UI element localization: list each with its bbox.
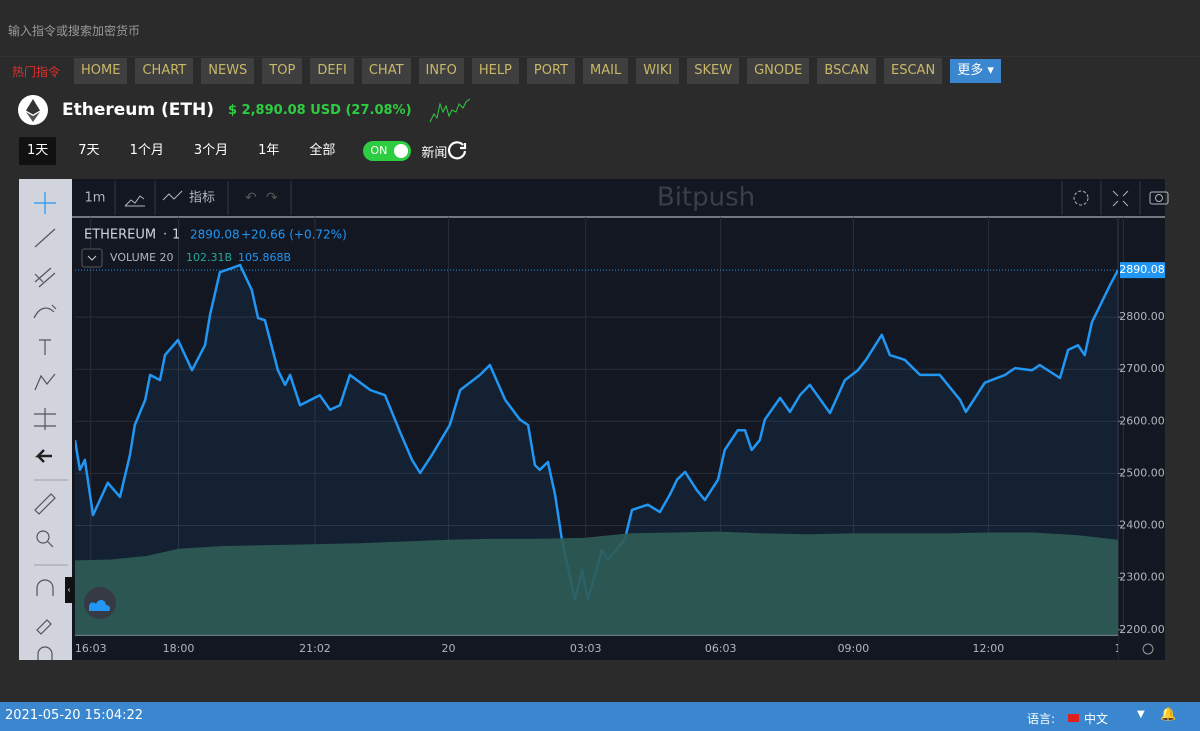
- x-tick-label: 20: [441, 642, 455, 655]
- volume-area: [75, 531, 1118, 635]
- footer-datetime: 2021-05-20 15:04:22: [5, 708, 144, 723]
- x-tick-label: 03:03: [570, 642, 602, 655]
- fullscreen-icon[interactable]: [1112, 190, 1129, 207]
- toggle-knob: [394, 144, 409, 158]
- coin-price: $ 2,890.08 USD (27.08%): [228, 102, 412, 118]
- nav-button[interactable]: GNODE: [747, 58, 810, 84]
- price-tag-label: 2890.08: [1119, 263, 1165, 276]
- language-label: 语言:: [1027, 712, 1056, 726]
- nav-button[interactable]: WIKI: [636, 58, 680, 84]
- volume-readout: 105.868B: [238, 251, 291, 264]
- range-button[interactable]: 7天: [78, 143, 100, 158]
- nav-button[interactable]: MAIL: [583, 58, 629, 84]
- search-bar[interactable]: 输入指令或搜索加密货币: [0, 0, 1200, 57]
- collapse-arrow[interactable]: ‹: [67, 586, 71, 596]
- x-tick-label: 18:00: [163, 642, 195, 655]
- x-tick-label: 21:02: [299, 642, 331, 655]
- chart-style-icon[interactable]: [124, 195, 145, 207]
- nav-button[interactable]: PORT: [526, 58, 576, 84]
- range-button[interactable]: 全部: [309, 143, 336, 158]
- axis-settings[interactable]: [1142, 643, 1154, 655]
- x-tick-label: 12:00: [973, 642, 1005, 655]
- legend-separator: ·: [163, 228, 167, 243]
- search-placeholder: 输入指令或搜索加密货币: [8, 24, 141, 38]
- y-tick-label: 2200.00: [1119, 623, 1165, 636]
- nav-button[interactable]: NEWS: [201, 58, 255, 84]
- x-tick-label: 09:00: [838, 642, 870, 655]
- tool-icons: [33, 192, 68, 660]
- nav-button[interactable]: SKEW: [687, 58, 740, 84]
- undo[interactable]: ↶: [245, 190, 257, 206]
- flag: [1068, 714, 1079, 722]
- nav-button[interactable]: CHAT: [361, 58, 411, 84]
- sparkline: [429, 98, 470, 123]
- time-axis: [75, 635, 1118, 660]
- x-tick-label: 16:03: [75, 642, 107, 655]
- nav-button[interactable]: TOP: [262, 58, 303, 84]
- news-label: 新闻: [421, 145, 448, 161]
- snapshot-lens: [1155, 194, 1163, 202]
- collapse-handle[interactable]: [65, 577, 74, 603]
- nav-button[interactable]: CHART: [135, 58, 194, 84]
- y-tick-label: 2600.00: [1119, 414, 1165, 427]
- more-button[interactable]: 更多 ▾: [950, 59, 1001, 83]
- legend-chevron: [87, 255, 97, 261]
- logo-cloud: [89, 599, 110, 611]
- indicator-icon[interactable]: [162, 190, 183, 201]
- redo[interactable]: ↷: [266, 190, 278, 206]
- legend-symbol: ETHEREUM: [84, 228, 156, 243]
- news-toggle[interactable]: ON: [363, 141, 412, 161]
- watermark: Bitpush: [657, 183, 755, 213]
- nav-button[interactable]: ESCAN: [884, 58, 943, 84]
- y-tick-label: 2700.00: [1119, 362, 1165, 375]
- coin-header: Ethereum (ETH) $ 2,890.08 USD (27.08%): [18, 95, 472, 125]
- toggle-label: ON: [370, 144, 388, 157]
- legend-change: +20.66 (+0.72%): [241, 228, 347, 242]
- footer: 2021-05-20 15:04:22 语言: 中文 ▼ 🔔: [0, 702, 1200, 731]
- y-tick-label: 2500.00: [1119, 466, 1165, 479]
- nav-button[interactable]: HELP: [471, 58, 519, 84]
- volume-readout: 102.31B: [186, 251, 232, 264]
- y-tick-label: 2800.00: [1119, 310, 1165, 323]
- settings-icon[interactable]: [1073, 190, 1089, 206]
- range-button[interactable]: 1年: [258, 143, 280, 158]
- interval-button[interactable]: 1m: [85, 191, 106, 206]
- hot-label: 热门指令: [12, 64, 61, 79]
- price-tag: [1120, 262, 1165, 279]
- range-button[interactable]: 1天: [19, 137, 57, 165]
- nav-button[interactable]: HOME: [74, 58, 128, 84]
- snapshot-icon[interactable]: [1149, 191, 1169, 205]
- indicators-button[interactable]: 指标: [189, 191, 215, 206]
- x-tick-labels: 16:03 18:00 21:02 20 03:03 06:03 09:00 12:00 15:: [75, 642, 1133, 655]
- bell-icon[interactable]: 🔔: [1160, 707, 1177, 722]
- y-tick-label: 2300.00: [1119, 571, 1165, 584]
- x-tick-label: 06:03: [705, 642, 737, 655]
- range-row: 1天 7天 1个月 3个月 1年 全部 ON 新闻: [19, 137, 447, 165]
- legend-collapse[interactable]: [81, 248, 103, 268]
- nav-button[interactable]: BSCAN: [817, 58, 877, 84]
- y-tick-label: 2400.00: [1119, 519, 1165, 532]
- refresh-icon[interactable]: [447, 141, 467, 160]
- x-tick-label: 15:: [1115, 642, 1133, 655]
- coin-name: Ethereum (ETH): [62, 100, 214, 120]
- language[interactable]: 中文: [1084, 712, 1109, 726]
- range-button[interactable]: 1个月: [129, 143, 164, 158]
- range-button[interactable]: 3个月: [193, 143, 229, 158]
- legend-interval: 1: [172, 228, 180, 243]
- nav-button[interactable]: INFO: [418, 58, 464, 84]
- legend-last: 2890.08: [190, 228, 240, 242]
- nav-row: 热门指令 HOME CHART NEWS TOP DEFI CHAT INFO HELP POR…: [12, 58, 1001, 84]
- chart: ‹ 1m 指标 ↶ ↷ Bitpush 16:03 18:00 21:02 20 03:…: [19, 141, 1169, 660]
- volume-name: VOLUME 20: [110, 251, 174, 264]
- eth-icon: [18, 95, 48, 125]
- nav-button[interactable]: DEFI: [310, 58, 354, 84]
- language-caret[interactable]: ▼: [1137, 709, 1145, 720]
